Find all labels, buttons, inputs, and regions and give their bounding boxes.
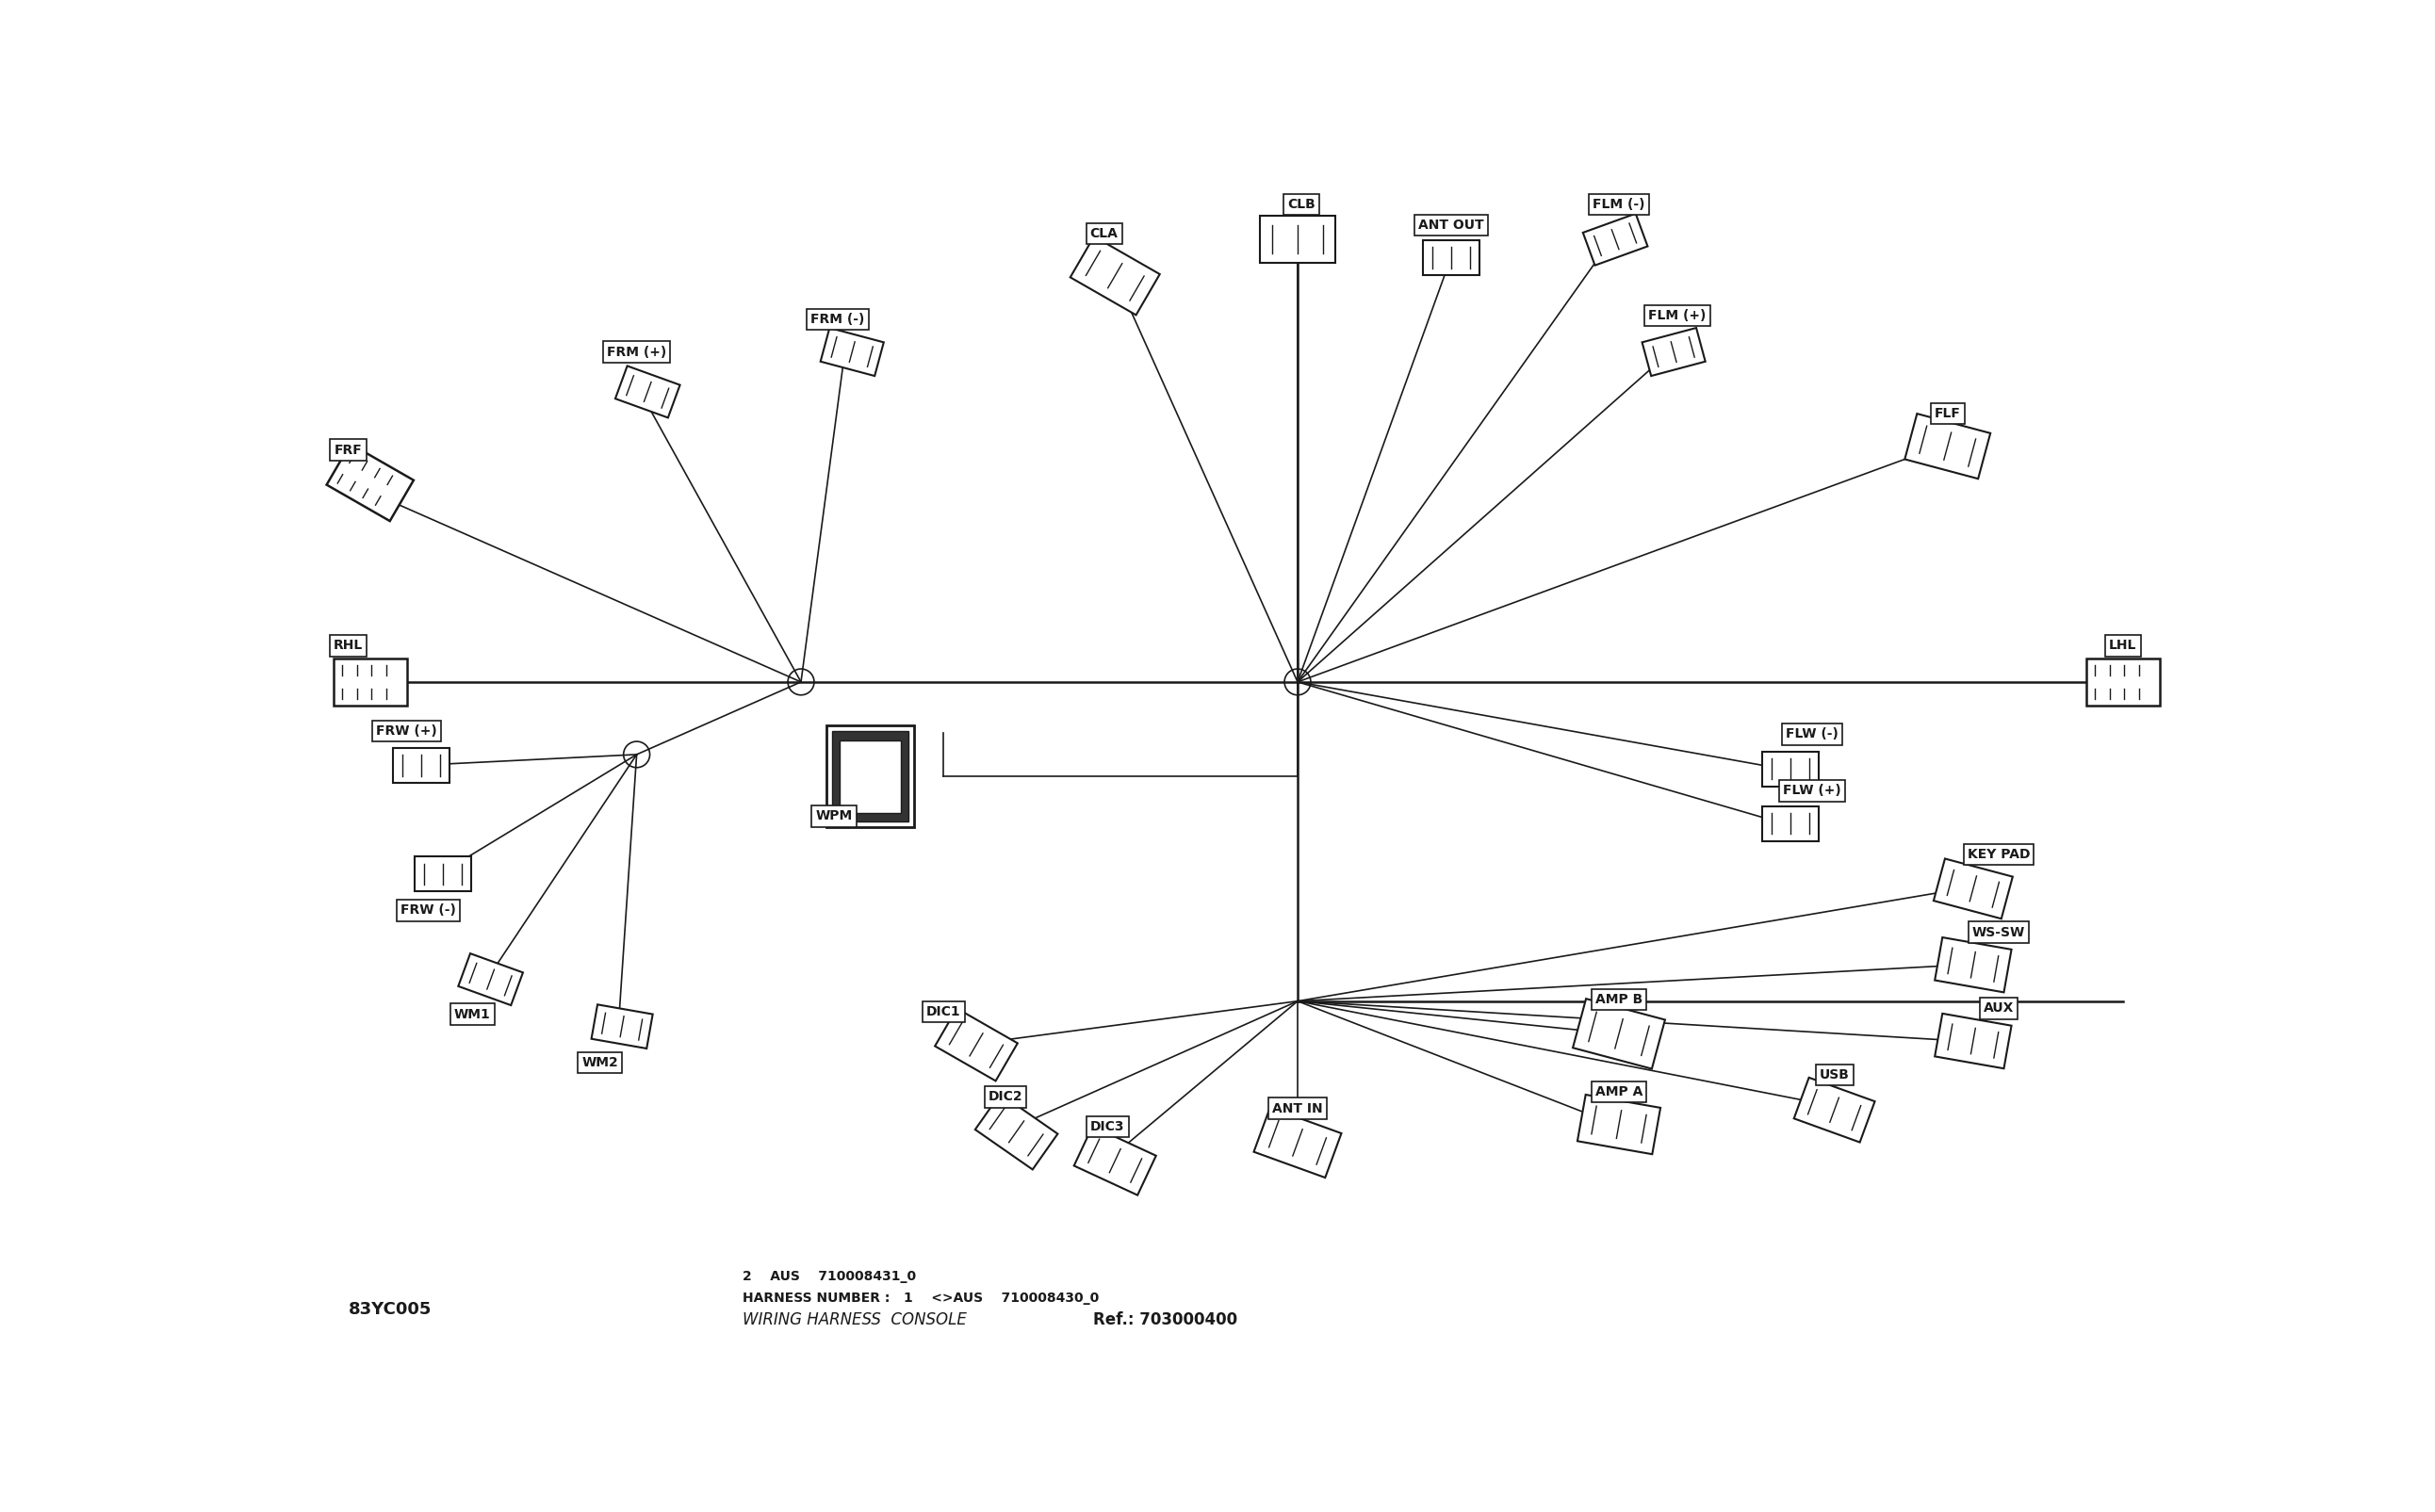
Bar	[1936, 1013, 2011, 1069]
Bar	[458, 954, 524, 1005]
Bar	[1583, 213, 1648, 266]
Bar	[1422, 240, 1478, 275]
Text: CLB: CLB	[1288, 198, 1315, 212]
Text: Ref.: 703000400: Ref.: 703000400	[1093, 1312, 1237, 1329]
Text: FRW (+): FRW (+)	[375, 724, 438, 738]
Text: KEY PAD: KEY PAD	[1967, 848, 2031, 862]
Bar	[1936, 937, 2011, 992]
Text: FLW (+): FLW (+)	[1782, 785, 1841, 797]
Text: 83YC005: 83YC005	[348, 1300, 431, 1318]
Bar	[326, 445, 414, 522]
Bar	[392, 748, 450, 783]
Text: WPM: WPM	[816, 809, 852, 823]
Text: WS-SW: WS-SW	[1972, 925, 2026, 939]
Bar	[1763, 806, 1819, 841]
Bar	[1578, 1095, 1661, 1154]
Text: LHL: LHL	[2109, 640, 2135, 652]
Text: RHL: RHL	[334, 640, 363, 652]
Text: DIC1: DIC1	[925, 1005, 962, 1019]
Text: AMP B: AMP B	[1595, 993, 1644, 1007]
Text: ANT OUT: ANT OUT	[1417, 218, 1483, 231]
Text: WIRING HARNESS  CONSOLE: WIRING HARNESS CONSOLE	[743, 1312, 976, 1329]
Text: ANT IN: ANT IN	[1274, 1102, 1322, 1114]
Text: AMP A: AMP A	[1595, 1086, 1644, 1098]
Bar	[592, 1004, 653, 1048]
Bar	[833, 732, 908, 821]
Text: CLA: CLA	[1091, 227, 1118, 240]
Bar	[1641, 328, 1704, 376]
Text: FRF: FRF	[334, 443, 363, 457]
Bar	[334, 658, 407, 706]
Text: AUX: AUX	[1985, 1002, 2014, 1015]
Bar	[821, 328, 884, 376]
Bar	[1259, 216, 1334, 263]
Bar	[1795, 1078, 1875, 1142]
Text: HARNESS NUMBER :   1    <>AUS    710008430_0: HARNESS NUMBER : 1 <>AUS 710008430_0	[743, 1291, 1098, 1305]
Text: FLW (-): FLW (-)	[1787, 727, 1838, 741]
Text: FRM (+): FRM (+)	[606, 345, 667, 358]
Bar	[1071, 236, 1159, 314]
Text: DIC2: DIC2	[989, 1090, 1023, 1104]
Text: WM1: WM1	[453, 1007, 489, 1021]
Text: 2    AUS    710008431_0: 2 AUS 710008431_0	[743, 1270, 916, 1284]
Text: DIC3: DIC3	[1091, 1120, 1125, 1132]
Text: FRM (-): FRM (-)	[811, 313, 864, 327]
Bar	[840, 739, 901, 812]
Bar	[935, 1009, 1018, 1081]
Bar	[1254, 1107, 1342, 1178]
Bar	[1763, 751, 1819, 786]
Text: FLF: FLF	[1933, 407, 1960, 420]
Bar	[616, 366, 679, 417]
Bar	[1074, 1126, 1157, 1194]
Bar	[1933, 859, 2014, 919]
Bar	[2087, 658, 2160, 706]
Bar	[974, 1093, 1057, 1169]
Text: FLM (+): FLM (+)	[1648, 308, 1707, 322]
Text: FRW (-): FRW (-)	[402, 904, 455, 918]
Text: FLM (-): FLM (-)	[1592, 198, 1646, 212]
Bar	[825, 726, 913, 827]
Text: WM2: WM2	[582, 1057, 618, 1069]
Bar	[1573, 999, 1666, 1069]
Text: USB: USB	[1819, 1069, 1851, 1081]
Bar	[1904, 414, 1989, 479]
Bar	[414, 857, 472, 892]
